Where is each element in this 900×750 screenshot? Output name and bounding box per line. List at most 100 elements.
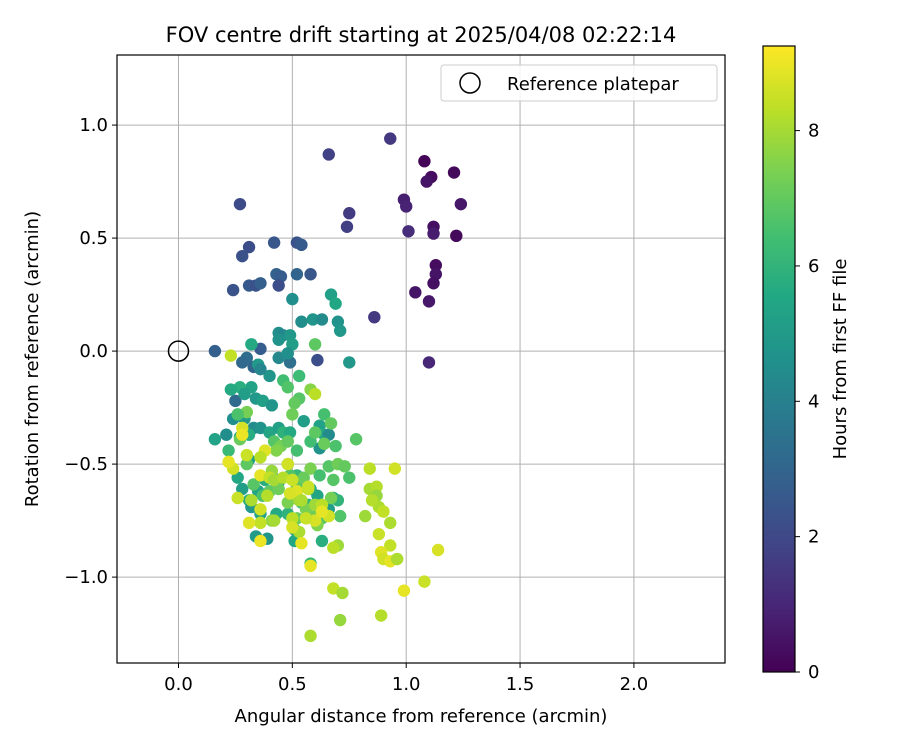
scatter-point [299,512,313,525]
scatter-point [418,155,431,168]
scatter-point [427,277,440,290]
scatter-point [418,575,431,588]
scatter-point [377,505,390,518]
scatter-point [272,279,285,292]
scatter-point [359,509,372,523]
scatter-point [322,148,335,161]
scatter-point [315,534,329,548]
scatter-point [324,417,338,430]
scatter-point [281,381,294,394]
scatter-point [302,480,315,493]
scatter-point [304,629,317,643]
x-axis-ticks: 0.0 0.5 1.0 1.5 2.0 [164,663,648,695]
scatter-point [220,428,233,441]
scatter-points [208,132,468,643]
scatter-point [281,347,294,360]
scatter-point [336,586,349,600]
scatter-point [286,473,299,487]
scatter-point [254,516,267,530]
colorbar-ticks: 0 2 4 6 8 [795,121,819,683]
chart-title: FOV centre drift starting at 2025/04/08 … [166,23,677,47]
plot-frame [116,54,726,664]
x-tick-label: 1.0 [392,674,421,695]
scatter-point [409,286,422,299]
scatter-point [363,462,376,475]
scatter-point [365,494,379,507]
scatter-point [304,559,317,573]
scatter-point [397,584,411,597]
scatter-point [311,353,324,367]
scatter-point [370,480,383,493]
scatter-point [343,471,356,484]
scatter-point [349,433,363,446]
scatter-point [254,362,267,376]
scatter-point [422,295,436,308]
scatter-point [286,408,299,421]
scatter-point [343,207,356,220]
scatter-point [447,166,461,179]
scatter-point [286,292,299,306]
scatter-point [208,344,222,358]
legend-entry-reference-platepar: Reference platepar [507,74,679,95]
scatter-point [208,433,222,446]
scatter-point [240,457,253,471]
scatter-point [226,283,240,297]
colorbar-tick-label: 8 [808,121,819,142]
scatter-point [240,448,253,462]
scatter-point [290,268,304,281]
scatter-point [402,225,415,238]
scatter-point [292,369,306,383]
colorbar-tick-label: 6 [808,256,819,277]
scatter-point [368,310,381,324]
scatter-point [343,356,356,369]
y-axis-label: Rotation from reference (arcmin) [22,211,43,507]
scatter-point [313,469,326,482]
scatter-point [265,399,279,412]
scatter-point [236,249,249,263]
scatter-point [427,227,440,240]
colorbar-tick-label: 2 [808,527,819,548]
scatter-point [224,383,238,396]
scatter-point [267,514,281,527]
scatter-point [333,613,347,627]
scatter-point [295,537,308,550]
scatter-point [372,527,386,541]
legend-marker [459,72,481,94]
scatter-point [261,489,274,502]
scatter-point [233,197,247,211]
scatter-point [247,478,260,491]
scatter-point [333,509,347,523]
scatter-point [254,451,267,464]
scatter-point [224,349,238,362]
scatter-point [267,236,281,249]
colorbar-tick-label: 4 [808,391,819,412]
scatter-point [384,132,397,145]
scatter-point [222,444,235,457]
scatter-point [384,539,397,552]
scatter-point [315,505,329,518]
x-tick-label: 1.5 [506,674,535,695]
legend-box [440,64,718,102]
scatter-point [327,473,340,487]
scatter-point [295,238,308,252]
scatter-point [450,229,463,243]
scatter-point [318,437,331,450]
scatter-point [454,197,468,211]
scatter-point [308,338,322,351]
scatter-point [324,491,338,505]
scatter-point [304,462,317,475]
colorbar: 0 2 4 6 8 Hours from first FF file [762,45,851,683]
scatter-point [222,455,235,469]
scatter-point [290,444,304,457]
scatter-point [399,200,413,213]
scatter-point [236,428,249,441]
y-tick-label: 1.0 [79,115,108,136]
scatter-point [295,494,308,507]
scatter-point [327,541,340,554]
scatter-point [315,313,329,326]
scatter-point [236,356,249,369]
scatter-point [390,552,404,566]
scatter-point [281,457,294,471]
scatter-point [288,396,301,410]
scatter-point [283,487,297,500]
